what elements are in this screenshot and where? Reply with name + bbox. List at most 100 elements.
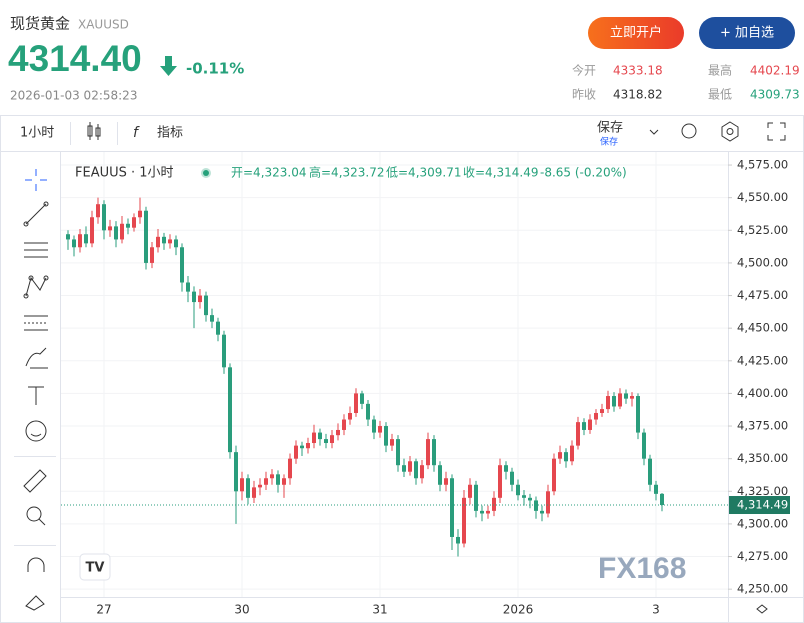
- open-account-button[interactable]: [588, 17, 684, 49]
- price: 4314.40: [8, 38, 142, 79]
- candle-body: [216, 321, 220, 335]
- fx-icon[interactable]: f: [133, 125, 140, 141]
- candle-body: [570, 445, 574, 462]
- candle-body: [258, 484, 262, 488]
- candle-body: [312, 432, 316, 444]
- candle-body: [318, 432, 322, 440]
- candle-body: [624, 393, 628, 399]
- legend-value: 高=4,323.72: [309, 165, 385, 180]
- symbol: XAUUSD: [78, 18, 129, 32]
- save[interactable]: 保存: [597, 121, 623, 136]
- settings-icon[interactable]: [721, 121, 739, 142]
- candle-body: [138, 210, 142, 218]
- candle-body: [282, 478, 286, 485]
- y-tick-label: 4,400.00: [737, 386, 788, 400]
- candle-body: [618, 393, 622, 407]
- candle-body: [366, 403, 370, 420]
- candle-body: [486, 510, 490, 514]
- candle-body: [90, 217, 94, 244]
- y-tick-label: 4,375.00: [737, 419, 788, 433]
- candle-body: [558, 452, 562, 459]
- axis-settings[interactable]: [756, 604, 768, 614]
- y-tick-label: 4,325.00: [737, 484, 788, 498]
- candle-body: [204, 295, 208, 316]
- datetime: 2026-01-03 02:58:23: [10, 89, 137, 103]
- candle-body: [210, 315, 214, 322]
- candle-body: [396, 439, 400, 466]
- y-tick-label: 4,275.00: [737, 549, 788, 563]
- candle-body: [504, 465, 508, 472]
- candle-body: [228, 367, 232, 453]
- candle-body: [348, 412, 352, 420]
- candle-body: [654, 484, 658, 494]
- candle-body: [450, 478, 454, 537]
- drawing-tools[interactable]: [23, 201, 49, 611]
- candle-body: [84, 234, 88, 244]
- candle-body: [612, 396, 616, 407]
- candle-body: [522, 495, 526, 498]
- chevron[interactable]: [649, 129, 659, 135]
- stat-value: 4309.73: [750, 88, 800, 102]
- candle-body: [270, 474, 274, 479]
- candle-body: [492, 497, 496, 511]
- tv-logo-text: TV: [86, 561, 105, 576]
- candle-body: [594, 412, 598, 420]
- crosshair-tool[interactable]: [25, 169, 47, 191]
- candle-body: [402, 465, 406, 472]
- y-tick-label: 4,350.00: [737, 451, 788, 465]
- candle-body: [300, 445, 304, 449]
- candle-body: [426, 439, 430, 466]
- candle-body: [78, 234, 82, 248]
- y-tick-label: 4,525.00: [737, 223, 788, 237]
- candle-body: [606, 396, 610, 410]
- candle-body: [588, 419, 592, 430]
- y-tick-label: 4,450.00: [737, 321, 788, 335]
- x-tick-label: 3: [652, 603, 660, 617]
- candle-body: [306, 443, 310, 449]
- stat-label: 最高: [708, 63, 732, 78]
- candle-body: [336, 429, 340, 436]
- candle-body: [384, 426, 388, 446]
- save-sub: 保存: [600, 136, 618, 148]
- chart-type-icon[interactable]: [87, 122, 101, 140]
- candle-body: [180, 247, 184, 283]
- candle-body: [288, 458, 292, 479]
- stat-value: 4333.18: [613, 64, 663, 78]
- x-tick-label: 27: [96, 603, 111, 617]
- legend-value: 收=4,314.49: [463, 166, 539, 180]
- candle-body: [474, 484, 478, 511]
- candle-body: [294, 445, 298, 459]
- candle-body: [528, 497, 532, 501]
- candle-body: [120, 223, 124, 240]
- indicators[interactable]: 指标: [157, 126, 183, 141]
- y-tick-label: 4,300.00: [737, 516, 788, 530]
- candle-body: [456, 536, 460, 544]
- candle-body: [132, 217, 136, 228]
- candle-body: [636, 396, 640, 433]
- candle-body: [516, 484, 520, 496]
- interval[interactable]: 1小时: [20, 126, 54, 141]
- candle-body: [198, 295, 202, 303]
- watchlist-button[interactable]: [699, 17, 795, 49]
- candle-body: [354, 393, 358, 413]
- alert-icon[interactable]: [681, 123, 697, 139]
- candle-body: [546, 491, 550, 514]
- fullscreen-icon[interactable]: [767, 122, 786, 141]
- candle-body: [114, 226, 118, 240]
- candle-body: [378, 426, 382, 433]
- candle-body: [108, 226, 112, 231]
- open-account-label[interactable]: 立即开户: [610, 25, 662, 41]
- candle-body: [174, 239, 178, 248]
- x-tick-label: 31: [372, 603, 387, 617]
- candle-body: [186, 282, 190, 292]
- stat-value: 4402.19: [750, 64, 800, 78]
- candle-body: [552, 458, 556, 492]
- candle-body: [438, 465, 442, 485]
- candle-body: [534, 500, 538, 511]
- candle-body: [540, 510, 544, 514]
- watchlist-label[interactable]: + 加自选: [720, 26, 774, 41]
- stat-label: 今开: [572, 63, 596, 78]
- candle-body: [276, 474, 280, 485]
- candle-body: [444, 478, 448, 485]
- candle-body: [144, 210, 148, 263]
